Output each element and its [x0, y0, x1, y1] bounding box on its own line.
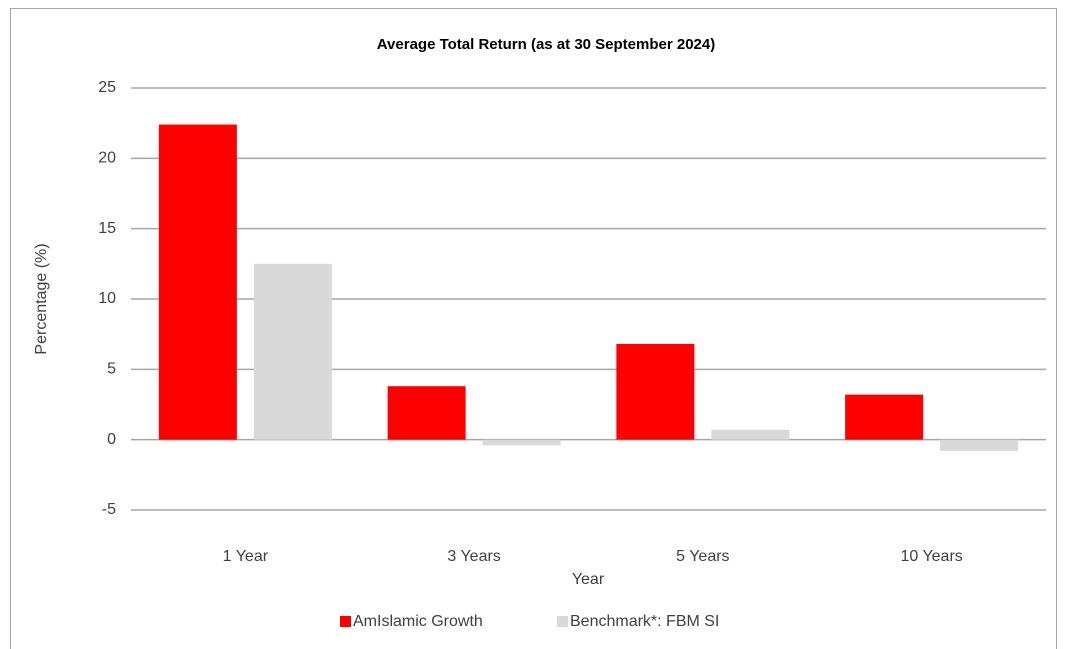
- y-tick-label: 20: [98, 150, 116, 167]
- y-tick-label: 0: [107, 431, 116, 448]
- y-axis-label: Percentage (%): [33, 243, 50, 354]
- bar: [845, 394, 924, 440]
- legend-label: AmIslamic Growth: [353, 613, 483, 630]
- legend-swatch: [340, 616, 351, 627]
- bar: [387, 386, 466, 440]
- x-tick-label: 1 Year: [223, 548, 269, 565]
- bar: [482, 439, 561, 446]
- chart-title: Average Total Return (as at 30 September…: [377, 36, 715, 53]
- y-tick-label: 15: [98, 220, 116, 237]
- bar: [940, 439, 1019, 451]
- x-tick-label: 10 Years: [900, 548, 962, 565]
- y-tick-label: 5: [107, 361, 116, 378]
- y-tick-label: 10: [98, 290, 116, 307]
- x-tick-label: 5 Years: [676, 548, 729, 565]
- bar: [253, 263, 332, 440]
- bar: [616, 344, 695, 440]
- x-tick-label: 3 Years: [447, 548, 500, 565]
- legend-label: Benchmark*: FBM SI: [570, 613, 719, 630]
- x-axis-label: Year: [572, 571, 605, 588]
- legend-swatch: [557, 616, 568, 627]
- y-tick-label: 25: [98, 79, 116, 96]
- bar: [711, 429, 790, 440]
- bar: [158, 124, 237, 440]
- y-tick-label: -5: [102, 501, 116, 518]
